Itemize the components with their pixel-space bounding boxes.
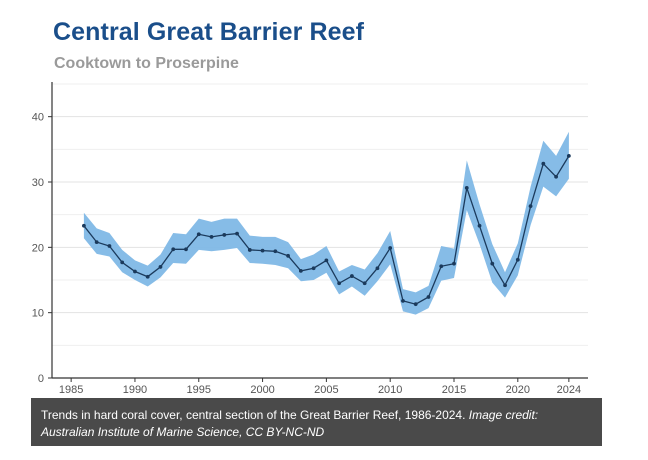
data-point: [375, 266, 380, 271]
data-point: [235, 231, 239, 236]
data-point: [120, 260, 125, 265]
data-point: [260, 248, 265, 253]
data-point: [490, 261, 495, 266]
confidence-band: [83, 131, 569, 315]
data-point: [413, 302, 418, 307]
data-point: [388, 246, 393, 250]
y-tick-label: 30: [32, 177, 44, 189]
data-point: [94, 240, 99, 245]
y-tick-label: 10: [32, 308, 44, 320]
data-point: [362, 281, 367, 286]
caption-credit: Image credit: Australian Institute of Ma…: [41, 408, 539, 439]
data-point: [222, 233, 227, 237]
caption-text: Trends in hard coral cover, central sect…: [41, 408, 469, 422]
data-point: [171, 247, 176, 252]
x-tick-label: 2000: [250, 384, 274, 396]
data-point: [439, 264, 444, 269]
data-point: [158, 265, 163, 269]
axes: [48, 82, 588, 382]
data-point: [554, 174, 558, 179]
data-point: [515, 257, 520, 262]
x-tick-label: 1995: [187, 384, 211, 396]
data-point: [247, 248, 252, 252]
data-point: [566, 153, 571, 158]
data-point: [477, 223, 482, 228]
x-tick-label: 1985: [59, 384, 83, 396]
data-point: [209, 234, 214, 239]
chart-title: Central Great Barrier Reef: [53, 18, 365, 46]
data-point: [133, 269, 137, 274]
data-point: [311, 266, 316, 271]
y-tick-label: 0: [38, 373, 44, 385]
y-tick-label: 40: [32, 112, 44, 124]
x-tick-labels: 1985 1990 1995 2000 2005 2010 2015 2020 2024: [59, 384, 581, 396]
confidence-band-group: [83, 131, 569, 315]
coral-cover-chart: 0 10 20 30 40 1985 1990 1995 2000 2005 2010 2015 20…: [32, 82, 588, 396]
data-point: [337, 281, 342, 286]
y-tick-label: 20: [32, 242, 44, 254]
data-point: [298, 268, 303, 273]
figure-caption: Trends in hard coral cover, central sect…: [31, 398, 602, 446]
data-point: [145, 274, 150, 279]
x-tick-label: 2020: [506, 384, 530, 396]
data-point: [184, 247, 188, 252]
data-point: [82, 223, 86, 228]
data-point: [452, 261, 456, 266]
data-point: [350, 274, 354, 278]
data-point: [401, 299, 405, 303]
data-point: [273, 249, 278, 254]
y-tick-labels: 0 10 20 30 40: [32, 112, 44, 385]
data-point: [286, 253, 290, 258]
data-point: [107, 244, 112, 248]
data-points-group: [82, 153, 571, 307]
x-tick-label: 2015: [442, 384, 466, 396]
x-tick-label: 2005: [314, 384, 338, 396]
data-point: [196, 232, 201, 237]
x-tick-label: 1990: [123, 384, 147, 396]
data-point: [528, 204, 533, 209]
data-point: [324, 258, 329, 263]
x-tick-label: 2010: [378, 384, 402, 396]
x-tick-label: 2024: [557, 384, 581, 396]
data-point: [541, 161, 546, 166]
chart-subtitle: Cooktown to Proserpine: [54, 55, 239, 72]
data-point: [426, 295, 431, 299]
data-point: [503, 283, 507, 288]
grid-lines: [52, 83, 588, 346]
data-point: [464, 185, 469, 190]
